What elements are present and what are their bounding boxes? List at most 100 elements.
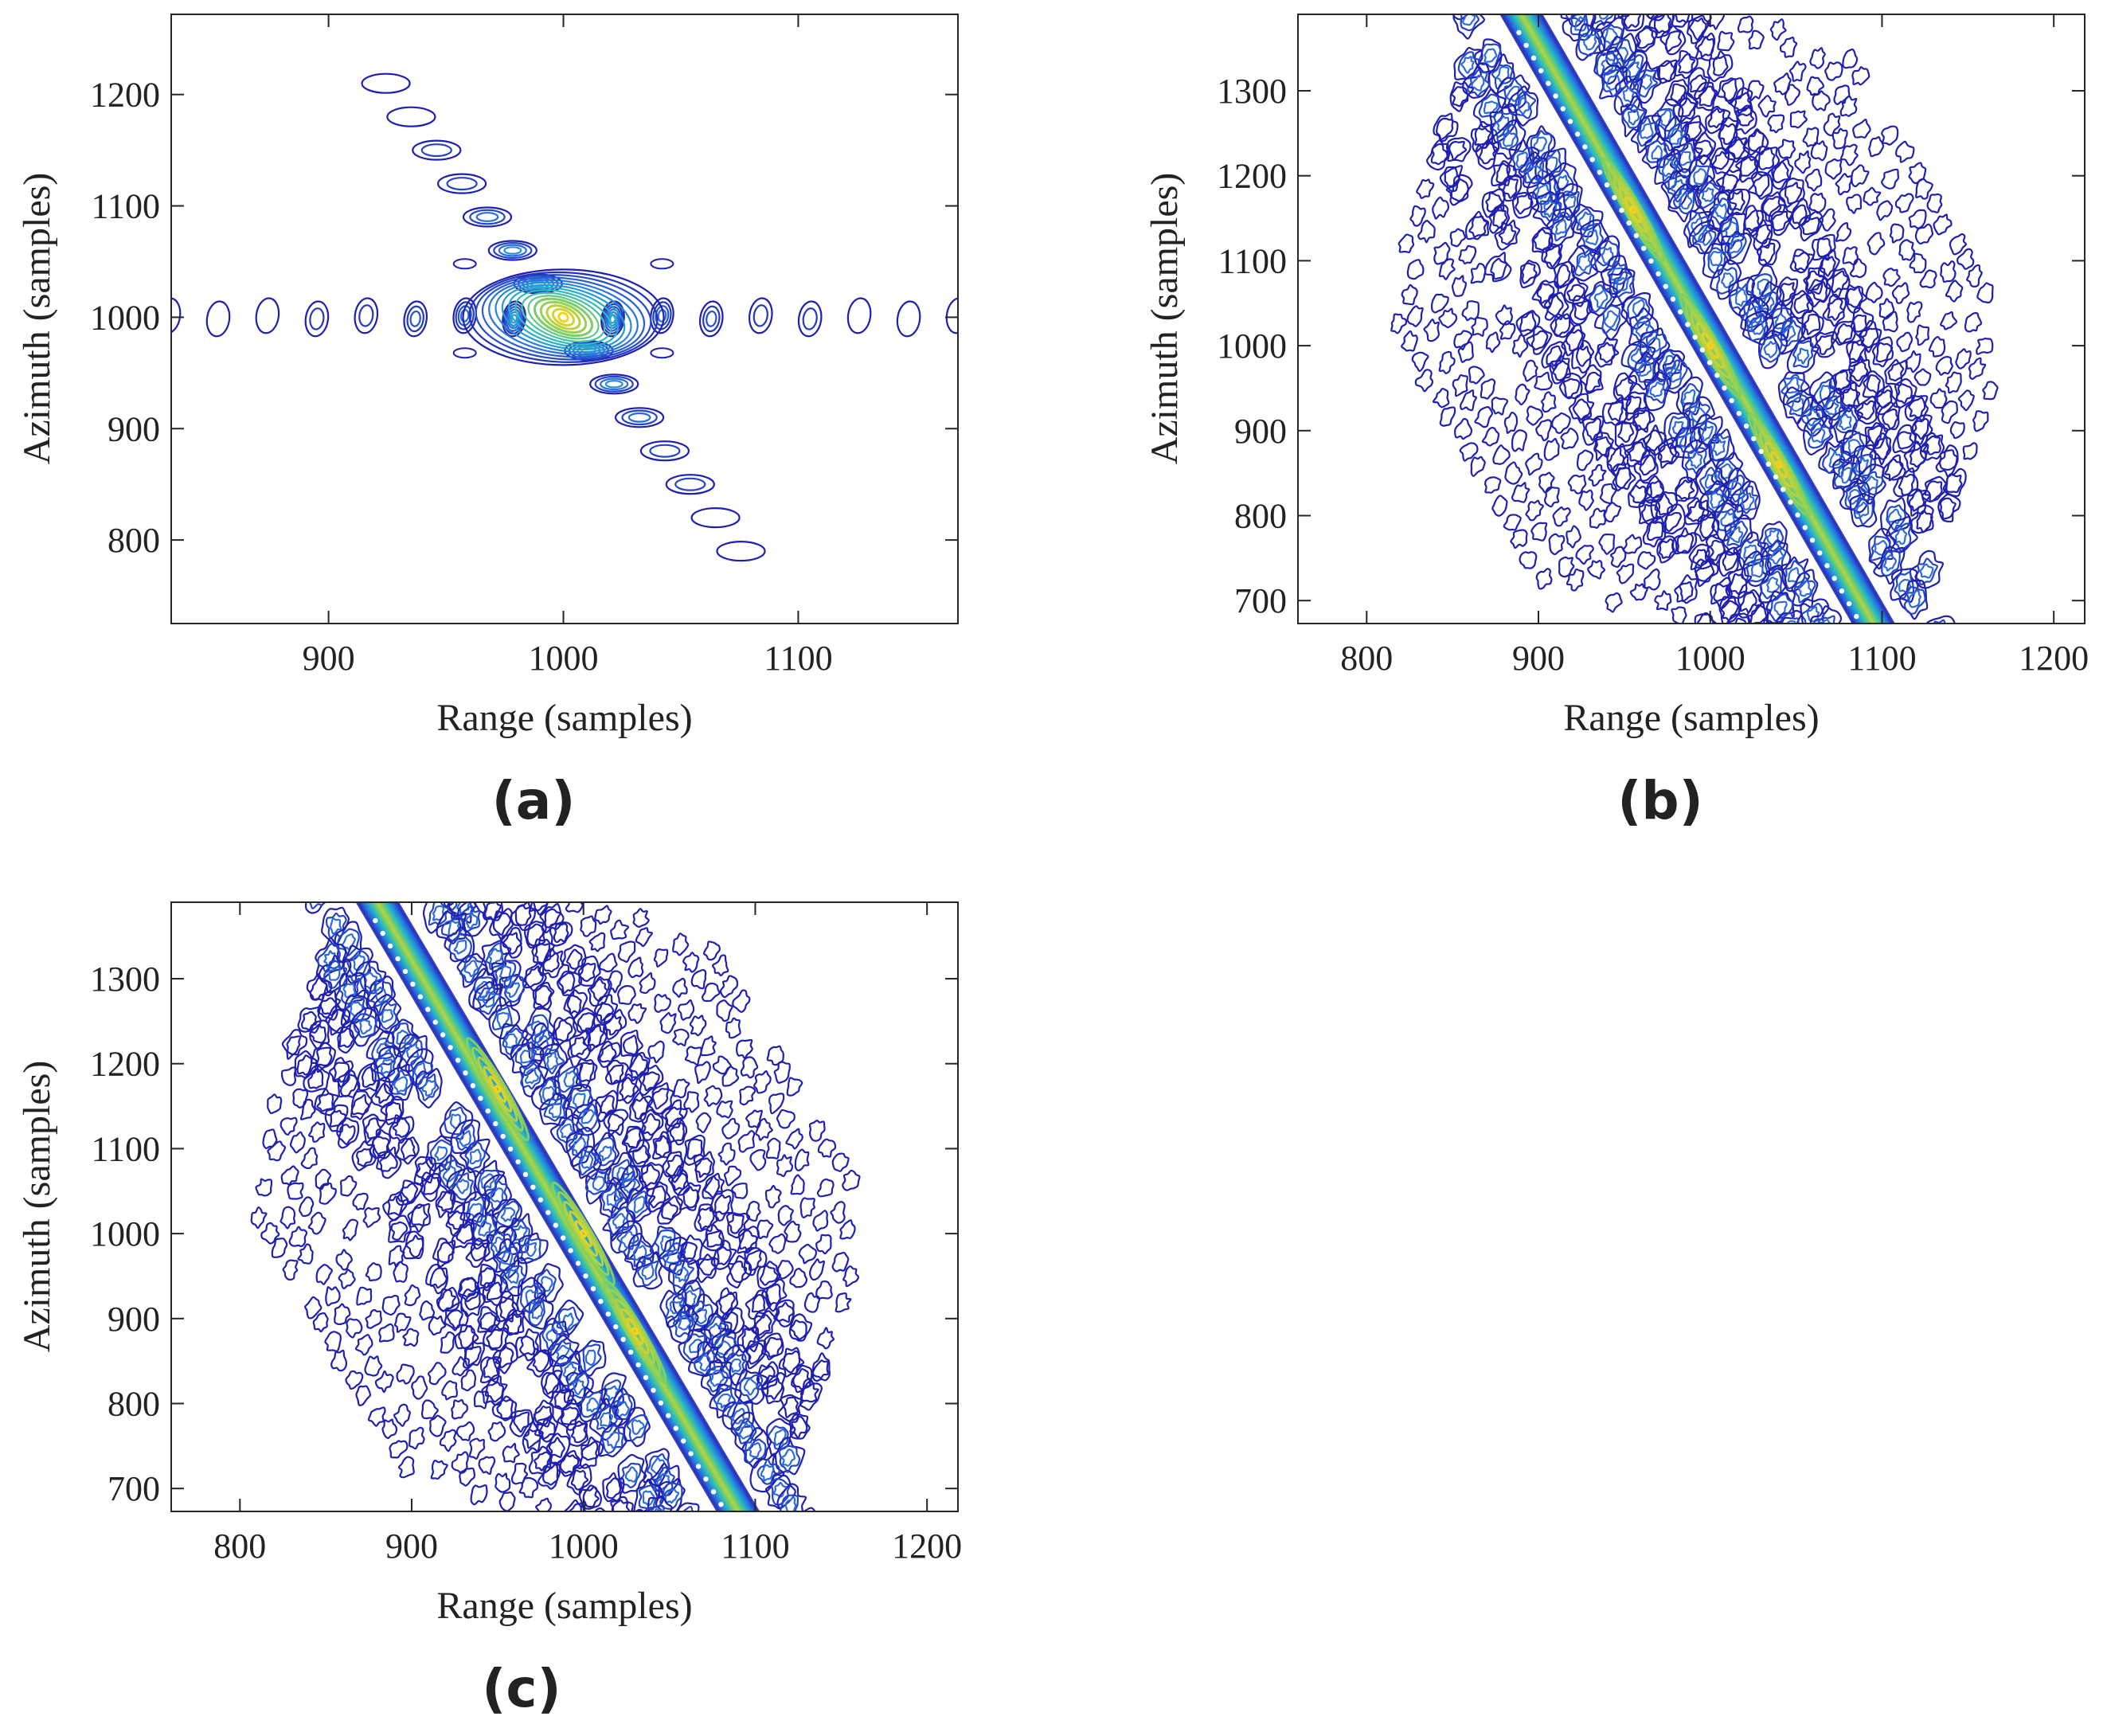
sidelobe-contour (1865, 281, 1883, 303)
sidelobe-contour (1639, 454, 1656, 476)
sidelobe-contour (732, 989, 751, 1013)
sidelobe-contour (538, 1461, 561, 1490)
sidelobe-contour (1882, 408, 1899, 430)
sidelobe-contour (631, 1097, 649, 1120)
sidelobe-contour (720, 975, 739, 999)
sidelobe-contour (584, 1171, 610, 1195)
ridge-peak-contour (1695, 322, 1725, 369)
sidelobe-contour (1678, 96, 1696, 118)
sidelobe-contour (737, 1130, 756, 1153)
sidelobe-contour (1933, 213, 1953, 236)
sidelobe-contour (430, 1460, 448, 1480)
sidelobe-contour (1698, 229, 1713, 246)
sidelobe-contour (1496, 123, 1519, 151)
ridge-null-dot (1626, 220, 1632, 226)
sidelobe-contour (1642, 515, 1667, 548)
sidelobe-contour (1721, 78, 1738, 102)
sidelobe-contour (651, 1088, 670, 1110)
sidelobe-contour (756, 1458, 780, 1485)
sidelobe-contour (1881, 168, 1900, 190)
sidelobe-contour (1637, 27, 1656, 49)
azimuth-sidelobe-contour (503, 246, 522, 255)
sidelobe-contour (439, 1429, 457, 1453)
sidelobe-contour (573, 1058, 598, 1089)
sidelobe-contour (1551, 412, 1571, 434)
sidelobe-contour (1694, 139, 1714, 161)
ridge-contour (376, 902, 740, 1511)
sidelobe-contour (1737, 15, 1754, 33)
sidelobe-contour (1757, 278, 1769, 295)
sidelobe-contour (381, 1294, 401, 1316)
sidelobe-contour (835, 1292, 852, 1313)
sidelobe-contour (479, 1312, 497, 1331)
sidelobe-contour (1724, 475, 1745, 503)
sidelobe-contour (642, 1112, 661, 1136)
sidelobe-contour (502, 932, 522, 955)
sidelobe-contour (1889, 522, 1912, 552)
sidelobe-contour (1535, 419, 1553, 442)
sidelobe-contour (365, 1117, 381, 1140)
sidelobe-contour (393, 1403, 411, 1427)
sidelobe-contour (1712, 439, 1726, 456)
sidelobe-contour (1569, 295, 1593, 326)
sidelobe-contour (1769, 547, 1784, 565)
sidelobe-contour (1398, 233, 1415, 254)
sidelobe-contour (1782, 386, 1816, 425)
sidelobe-contour (782, 1350, 801, 1374)
sidelobe-contour (255, 1178, 273, 1197)
ytick-label: 1100 (1218, 241, 1287, 280)
sidelobe-contour (776, 1108, 796, 1129)
sidelobe-contour (1784, 182, 1803, 205)
sidelobe-contour (260, 1222, 280, 1245)
ridge-peak-contour (1612, 176, 1653, 243)
sidelobe-contour (740, 1056, 759, 1079)
sidelobe-contour (556, 1306, 580, 1333)
sidelobe-contour (352, 1192, 369, 1211)
sidelobe-contour (1585, 417, 1602, 441)
sidelobe-contour (1793, 292, 1812, 315)
sidelobe-contour (531, 938, 555, 967)
sidelobe-contour (1460, 389, 1477, 412)
sidelobe-contour (1780, 319, 1802, 347)
sidelobe-contour (637, 1257, 659, 1286)
sidelobe-contour (661, 1099, 688, 1132)
sidelobe-contour (359, 966, 382, 995)
sidelobe-contour (328, 1057, 354, 1088)
sidelobe-contour (1675, 479, 1695, 500)
sidelobe-contour (1785, 377, 1800, 394)
main-lobe-contour (551, 307, 576, 327)
ridge-null-dot (1663, 283, 1668, 289)
sidelobe-contour (421, 1079, 436, 1097)
sidelobe-contour (1701, 187, 1714, 202)
sidelobe-contour (1819, 208, 1836, 232)
sidelobe-contour (455, 1124, 476, 1151)
ridge-null-dot (530, 1184, 536, 1191)
sidelobe-contour (486, 1179, 508, 1211)
ridge-null-dot (553, 1222, 558, 1228)
sidelobe-contour (815, 1234, 832, 1255)
sidelobe-contour (694, 1061, 711, 1085)
sidelobe-contour (1656, 535, 1678, 564)
sidelobe-contour (570, 1423, 588, 1444)
sidelobe-contour (1620, 340, 1656, 373)
ridge-null-dot (1678, 309, 1683, 315)
sidelobe-contour (616, 984, 636, 1005)
ytick-label: 1100 (92, 1129, 160, 1168)
sidelobe-contour (570, 1036, 589, 1058)
sidelobe-contour (459, 1130, 471, 1148)
sidelobe-contour (342, 1218, 359, 1241)
sidelobe-contour (678, 1315, 691, 1331)
sidelobe-contour (1616, 563, 1635, 585)
sidelobe-contour (487, 948, 503, 965)
range-sidelobe-contour (510, 314, 518, 324)
sidelobe-contour (444, 1106, 467, 1136)
sidelobe-contour (1935, 355, 1953, 376)
sidelobe-contour (436, 1241, 455, 1264)
xtick-label: 1200 (892, 1527, 962, 1566)
sidelobe-contour (610, 1220, 643, 1261)
sidelobe-contour (323, 950, 336, 968)
sidelobe-contour (1945, 371, 1962, 394)
sidelobe-contour (1633, 448, 1659, 482)
sidelobe-contour (653, 948, 669, 968)
sidelobe-contour (616, 1167, 630, 1181)
